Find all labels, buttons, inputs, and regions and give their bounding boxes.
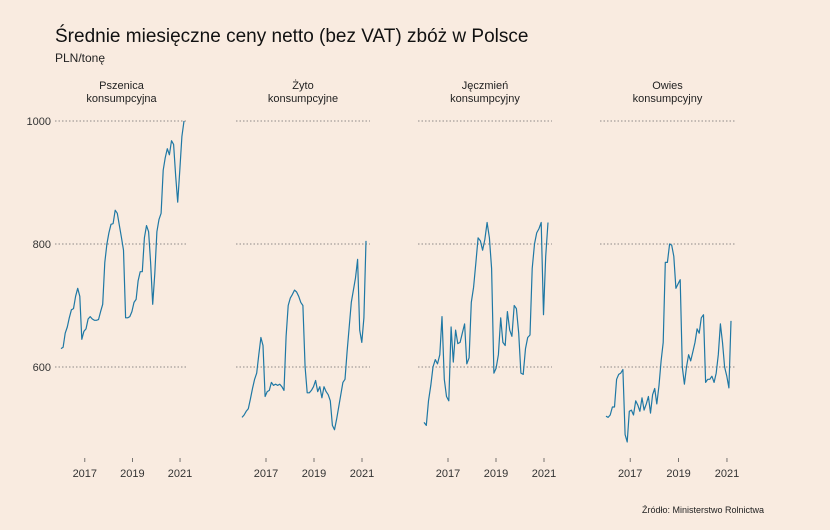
y-tick-label: 600 bbox=[33, 362, 51, 374]
panel-title-4: konsumpcyjny bbox=[633, 93, 703, 105]
x-tick-label: 2017 bbox=[618, 468, 642, 480]
panel-title-3: Jęczmień bbox=[462, 80, 508, 92]
x-tick-label: 2021 bbox=[532, 468, 556, 480]
panel-title-1: Pszenica bbox=[99, 80, 145, 92]
panel-title-2: konsumpcyjne bbox=[268, 93, 338, 105]
x-tick-label: 2021 bbox=[350, 468, 374, 480]
x-tick-label: 2017 bbox=[73, 468, 97, 480]
y-tick-label: 1000 bbox=[27, 116, 51, 128]
panel-title-3: konsumpcyjny bbox=[450, 93, 520, 105]
series-line-4 bbox=[605, 243, 732, 443]
source-note: Źródło: Ministerstwo Rolnictwa bbox=[641, 505, 764, 515]
x-tick-label: 2019 bbox=[120, 468, 144, 480]
x-tick-label: 2017 bbox=[254, 468, 278, 480]
x-tick-label: 2019 bbox=[666, 468, 690, 480]
x-tick-label: 2019 bbox=[484, 468, 508, 480]
y-tick-label: 800 bbox=[33, 239, 51, 251]
x-tick-label: 2017 bbox=[436, 468, 460, 480]
x-tick-label: 2021 bbox=[168, 468, 192, 480]
series-line-3 bbox=[423, 221, 549, 426]
x-tick-label: 2019 bbox=[302, 468, 326, 480]
series-line-1 bbox=[60, 120, 185, 350]
x-tick-label: 2021 bbox=[715, 468, 739, 480]
panel-title-1: konsumpcyjna bbox=[86, 93, 157, 105]
chart-subtitle: PLN/tonę bbox=[55, 51, 106, 65]
panel-title-2: Żyto bbox=[292, 79, 313, 92]
panel-title-4: Owies bbox=[652, 80, 683, 92]
series-line-2 bbox=[241, 240, 367, 431]
chart-title: Średnie miesięczne ceny netto (bez VAT) … bbox=[55, 26, 529, 47]
